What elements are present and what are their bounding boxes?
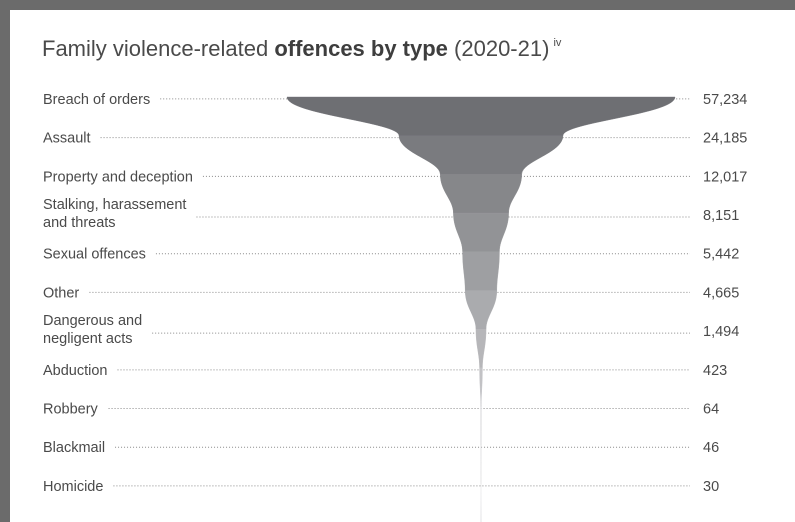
title-prefix: Family violence-related bbox=[42, 36, 275, 61]
category-label: Robbery bbox=[43, 402, 99, 418]
funnel-segment bbox=[480, 483, 482, 522]
value-label: 1,494 bbox=[703, 324, 739, 340]
category-label: Dangerous and negligent acts bbox=[43, 313, 142, 347]
value-label: 30 bbox=[703, 479, 719, 495]
value-label: 46 bbox=[703, 440, 719, 456]
category-label: Blackmail bbox=[43, 440, 105, 456]
value-label: 24,185 bbox=[703, 131, 747, 147]
funnel-segment bbox=[479, 367, 483, 407]
funnel-segment bbox=[453, 212, 509, 252]
category-label: Other bbox=[43, 285, 79, 301]
chart-title: Family violence-related offences by type… bbox=[42, 36, 561, 62]
title-suffix: (2020-21) bbox=[447, 36, 550, 61]
title-superscript: iv bbox=[553, 37, 562, 49]
funnel-segment bbox=[440, 174, 522, 214]
value-label: 4,665 bbox=[703, 285, 739, 301]
value-label: 12,017 bbox=[703, 169, 747, 185]
category-label: Breach of orders bbox=[43, 92, 150, 108]
value-label: 57,234 bbox=[703, 92, 747, 108]
funnel-segment bbox=[464, 290, 498, 330]
value-label: 423 bbox=[703, 363, 727, 379]
funnel-segment bbox=[462, 251, 500, 291]
category-label: Homicide bbox=[43, 479, 103, 495]
value-label: 64 bbox=[703, 402, 719, 418]
funnel-segment bbox=[286, 96, 676, 136]
funnel-segment bbox=[475, 329, 487, 369]
category-label: Property and deception bbox=[43, 169, 193, 185]
value-label: 8,151 bbox=[703, 208, 739, 224]
category-label: Stalking, harassement and threats bbox=[43, 197, 186, 231]
funnel-segment bbox=[398, 135, 564, 175]
value-label: 5,442 bbox=[703, 247, 739, 263]
category-label: Sexual offences bbox=[43, 247, 146, 263]
category-label: Assault bbox=[43, 131, 91, 147]
category-label: Abduction bbox=[43, 363, 108, 379]
title-bold: offences by type bbox=[274, 36, 448, 61]
